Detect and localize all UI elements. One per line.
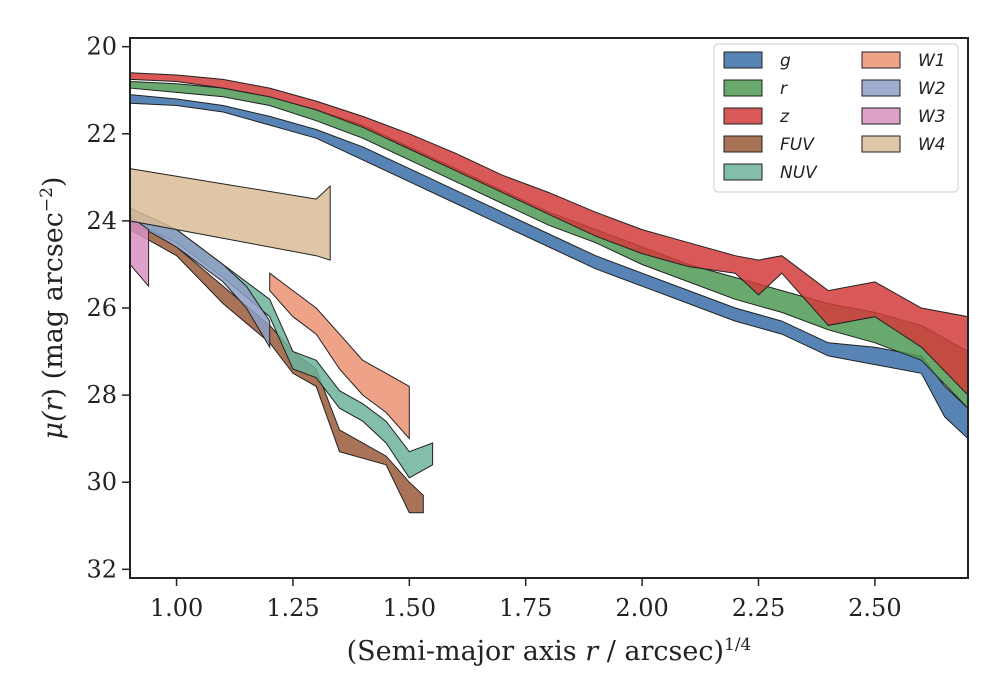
- y-tick-label: 30: [86, 468, 117, 496]
- legend: grz FUV NUV W1 W2 W3 W4: [713, 43, 959, 193]
- legend-label-nuv: NUV: [780, 163, 818, 183]
- legend-swatch-w2: [861, 79, 901, 97]
- x-axis-ticks: 1.00 1.25 1.50 1.75 2.00 2.25 2.50: [150, 578, 902, 622]
- legend-label-w3: W3: [918, 107, 946, 127]
- legend-label-g: g: [780, 51, 791, 71]
- legend-label-w4: W4: [918, 135, 946, 155]
- legend-swatch-g: [723, 51, 763, 69]
- x-tick-label: 2.25: [732, 594, 785, 622]
- x-axis-label: (Semi-major axis r / arcsec)1/4: [347, 635, 752, 667]
- legend-label-fuv: FUV: [780, 135, 815, 155]
- x-tick-label: 2.50: [848, 594, 901, 622]
- x-tick-label: 1.75: [499, 594, 552, 622]
- x-tick-label: 2.00: [615, 594, 668, 622]
- legend-swatch-z: [723, 107, 763, 125]
- band-w1: [269, 272, 410, 440]
- y-tick-label: 20: [86, 33, 117, 61]
- legend-swatch-r: [723, 79, 763, 97]
- x-tick-label: 1.25: [266, 594, 319, 622]
- y-tick-label: 24: [86, 207, 117, 235]
- legend-label-w1: W1: [918, 51, 946, 71]
- legend-label-r: r: [780, 79, 788, 99]
- legend-swatch-w4: [861, 135, 901, 153]
- y-tick-label: 26: [86, 294, 117, 322]
- y-tick-label: 22: [86, 120, 117, 148]
- band-fuv: [129, 215, 424, 514]
- y-axis-label: μ(r) (mag arcsec−2): [37, 177, 69, 440]
- x-tick-label: 1.50: [383, 594, 436, 622]
- legend-swatch-nuv: [723, 163, 763, 181]
- legend-swatch-fuv: [723, 135, 763, 153]
- legend-label-w2: W2: [918, 79, 946, 99]
- legend-label-z: z: [779, 107, 790, 127]
- y-axis-ticks: 20 22 24 26 28 30 32: [86, 33, 130, 583]
- legend-swatch-w3: [861, 107, 901, 125]
- y-tick-label: 28: [86, 381, 117, 409]
- y-tick-label: 32: [86, 555, 117, 583]
- x-tick-label: 1.00: [150, 594, 203, 622]
- legend-swatch-w1: [861, 51, 901, 69]
